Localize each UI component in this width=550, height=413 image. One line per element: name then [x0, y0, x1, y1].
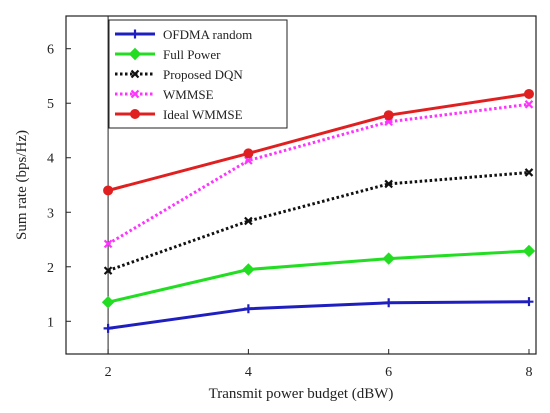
tick-layer: 2 4 6 8 1 2 3 4 5 6 [47, 43, 532, 380]
data-point [243, 148, 254, 159]
legend-label: Ideal WMMSE [163, 107, 243, 122]
series-line [107, 102, 530, 246]
data-point [382, 252, 395, 265]
series-line [107, 249, 530, 304]
x-tick-label: 8 [525, 365, 532, 380]
data-point [384, 179, 393, 189]
legend-swatch-marker [130, 69, 140, 79]
y-tick-label: 4 [47, 152, 54, 167]
legend-label: Proposed DQN [163, 67, 243, 82]
series-layer [101, 88, 536, 333]
data-point [383, 110, 394, 121]
y-axis-label: Sum rate (bps/Hz) [14, 130, 30, 240]
series-ideal-wmmse [103, 88, 534, 196]
y-tick-label: 1 [47, 315, 54, 330]
legend-swatch-marker [130, 29, 140, 39]
data-point [103, 185, 114, 196]
legend-label: WMMSE [163, 87, 214, 102]
y-tick-label: 6 [47, 43, 54, 58]
legend-label: Full Power [163, 47, 221, 62]
legend-swatch-marker [130, 109, 140, 119]
data-point [524, 297, 534, 307]
legend-box [108, 19, 288, 129]
legend-label: OFDMA random [163, 27, 252, 42]
legend-swatch-marker [130, 89, 140, 99]
data-point [101, 296, 115, 309]
x-tick-label: 2 [105, 365, 112, 380]
data-point [244, 156, 253, 165]
series-ofdma-random [103, 297, 534, 333]
legend-entry: WMMSE [115, 87, 214, 102]
x-axis-label: Transmit power budget (dBW) [209, 386, 394, 402]
y-tick-label: 2 [47, 261, 54, 276]
series-proposed-dqn [103, 168, 534, 275]
data-point [244, 216, 253, 226]
data-point [524, 100, 534, 109]
series-line [107, 171, 530, 273]
data-point [242, 263, 255, 276]
legend-entry: Proposed DQN [115, 67, 243, 82]
legend-swatch-marker [128, 47, 142, 61]
x-tick-label: 4 [245, 365, 252, 380]
legend: OFDMA random Full Power Proposed DQN WMMSE I… [108, 19, 288, 129]
y-tick-label: 5 [47, 97, 54, 112]
y-tick-label: 3 [47, 206, 54, 221]
data-point [524, 168, 534, 177]
data-point [523, 88, 534, 99]
legend-entry: OFDMA random [115, 27, 252, 42]
series-wmmse [103, 100, 534, 249]
data-point [243, 304, 253, 314]
data-point [384, 298, 394, 308]
data-point [103, 266, 113, 275]
x-tick-label: 6 [385, 365, 392, 380]
legend-entry: Full Power [115, 47, 221, 62]
series-line [107, 92, 530, 192]
legend-entry: Ideal WMMSE [115, 107, 243, 122]
series-line [107, 300, 530, 330]
data-point [103, 323, 113, 333]
data-point [522, 244, 536, 258]
series-full-power [101, 244, 536, 309]
data-point [103, 239, 113, 249]
